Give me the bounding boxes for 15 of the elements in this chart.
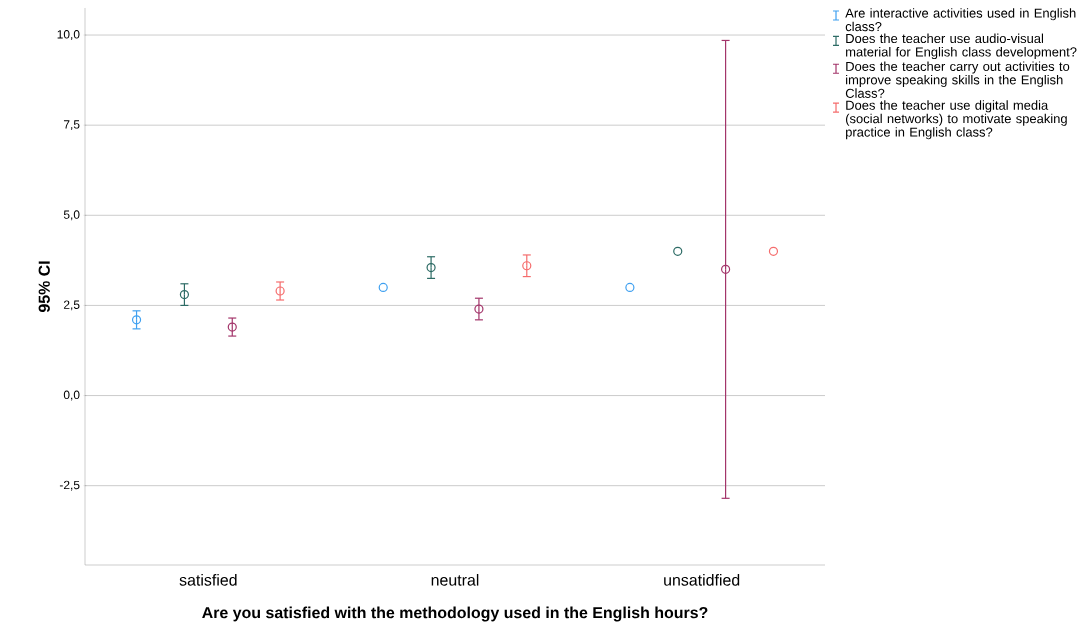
x-tick-label: satisfied — [179, 574, 237, 586]
x-tick-label: unsatidfied — [664, 574, 740, 586]
legend-label: Does the teacher use audio-visual material for English class development? — [846, 33, 1077, 60]
y-tick-label: 10,0 — [57, 30, 80, 40]
legend-label: Does the teacher use digital media (social networks) to motivate speaking practice in English class? — [846, 100, 1067, 140]
y-tick-label: 0,0 — [63, 390, 80, 401]
x-axis-title: Are you satisfied with the methodology used in the English hours? — [202, 606, 708, 622]
y-tick-label: 7,5 — [63, 120, 80, 131]
y-tick-label: 5,0 — [63, 210, 80, 221]
y-axis-title: 95% CI — [38, 261, 50, 313]
y-tick-label: -2,5 — [59, 480, 80, 491]
legend-label: Does the teacher carry out activities to improve speaking skills in the English Class? — [845, 61, 1070, 98]
x-tick-label: neutral — [431, 574, 479, 586]
y-tick-label: 2,5 — [63, 300, 80, 311]
legend-label: Are interactive activities used in English class? — [845, 8, 1076, 32]
